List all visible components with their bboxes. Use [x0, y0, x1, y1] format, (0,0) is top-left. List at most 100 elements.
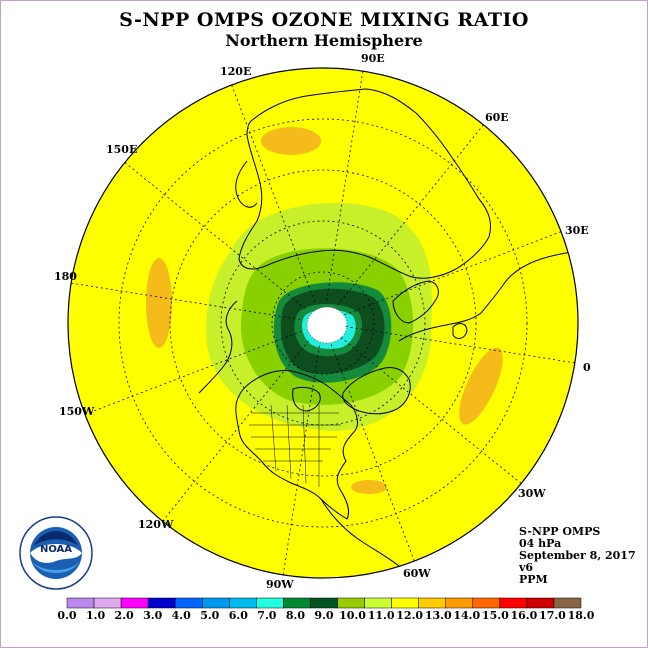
meridian-line [71, 282, 301, 320]
color-scale-label: 8.0 [285, 609, 306, 622]
color-scale-label: 3.0 [143, 609, 163, 622]
color-scale-label: 7.0 [257, 609, 277, 622]
color-scale-label: 4.0 [171, 609, 191, 622]
polar-gap-outline [306, 306, 348, 344]
color-scale-swatch [445, 597, 474, 609]
meridian-line [124, 162, 306, 309]
color-scale-label: 11.0 [367, 609, 395, 622]
color-scale-label: 9.0 [314, 609, 334, 622]
color-scale-label: 13.0 [424, 609, 452, 622]
meridian-line [340, 337, 522, 484]
lon-label: 60E [485, 111, 509, 124]
lon-label: 180 [54, 270, 77, 283]
field-orange-patch [459, 347, 503, 425]
ozone-field [68, 68, 578, 578]
color-scale-label: 18.0 [567, 609, 595, 622]
noaa-logo-text: NOAA [40, 544, 72, 555]
meridian-line [84, 330, 302, 415]
instrument-name: S-NPP OMPS [519, 525, 601, 538]
meridian-line [344, 231, 562, 316]
noaa-logo: NOAA [19, 516, 93, 590]
color-scale-swatch [472, 597, 501, 609]
latitude-circle [118, 118, 528, 528]
meridian-line [337, 124, 484, 306]
meridian-line [282, 345, 320, 575]
field-orange-patch [261, 127, 321, 155]
latitude-circle [169, 169, 477, 477]
product-date: September 8, 2017 [519, 549, 636, 562]
lon-label: 150W [59, 405, 95, 418]
color-scale-label: 5.0 [200, 609, 220, 622]
color-scale-swatch [283, 597, 311, 609]
color-scale-label: 2.0 [114, 609, 134, 622]
coastline-asia [238, 88, 492, 279]
color-scale-swatch [391, 597, 419, 609]
meridian-line [326, 71, 364, 301]
product-info: S-NPP OMPS 04 hPa September 8, 2017 v6 P… [519, 526, 636, 586]
coastline-europe [398, 250, 578, 342]
color-scale-label: 0.0 [57, 609, 77, 622]
lon-label: 0 [583, 361, 591, 374]
units-label: PPM [519, 573, 548, 586]
field-orange-patch [351, 480, 387, 494]
color-scale-swatch [364, 597, 392, 609]
lon-label: 90W [266, 578, 294, 591]
product-version: v6 [519, 561, 534, 574]
lon-label: 120E [220, 65, 251, 78]
color-scale-label: 15.0 [481, 609, 509, 622]
map-subtitle: Northern Hemisphere [225, 31, 423, 50]
color-scale-label: 17.0 [539, 609, 566, 622]
us-state-boundaries [249, 404, 341, 487]
pressure-level: 04 hPa [519, 537, 562, 550]
color-scale-swatch [147, 597, 176, 609]
color-scale-swatch [66, 597, 95, 609]
color-scale-bar [66, 597, 582, 609]
latitude-circle [271, 271, 375, 375]
lon-label: 30E [565, 224, 589, 237]
lon-label: 30W [518, 487, 546, 500]
coastline-alaska [198, 300, 238, 394]
coastline-britain [452, 323, 468, 339]
color-scale-label: 1.0 [85, 609, 106, 622]
longitude-labels: 90E 60E 30E 0 30W 60W 90W 120W 150W 180 … [54, 52, 591, 591]
coastline-hudson-bay [292, 386, 321, 412]
latitude-circle [220, 220, 426, 426]
color-scale-swatch [202, 597, 230, 609]
lon-label: 60W [403, 567, 431, 580]
color-scale-label: 10.0 [339, 609, 366, 622]
map-title: S-NPP OMPS OZONE MIXING RATIO [119, 9, 529, 31]
meridian-line [162, 340, 309, 522]
disc-border [67, 67, 579, 579]
meridian-line [345, 326, 575, 364]
color-scale-label: 12.0 [396, 609, 424, 622]
graticule [71, 71, 575, 575]
color-scale-label: 14.0 [453, 609, 481, 622]
lon-label: 120W [138, 518, 174, 531]
color-scale-swatch [553, 597, 582, 609]
coastline-greenland [342, 366, 411, 415]
color-scale-swatch [174, 597, 203, 609]
meridian-line [330, 344, 415, 562]
color-scale-label: 6.0 [228, 609, 248, 622]
field-orange-patch [146, 258, 172, 348]
color-scale-swatch [229, 597, 257, 609]
meridian-line [231, 84, 316, 302]
coastline-scandinavia [392, 280, 439, 324]
color-scale-label: 16.0 [510, 609, 538, 622]
lon-label: 150E [106, 143, 137, 156]
coastline-kamchatka [235, 160, 258, 208]
coastline-north-america [235, 370, 358, 520]
color-scale-swatch [337, 597, 365, 609]
color-scale-swatch [120, 597, 149, 609]
color-scale-swatch [526, 597, 555, 609]
coastlines [198, 88, 578, 578]
color-scale-swatch [310, 597, 338, 609]
lon-label: 90E [361, 52, 385, 65]
polar-night-gap [307, 307, 347, 343]
color-scale-swatch [93, 597, 122, 609]
color-scale-swatch [499, 597, 528, 609]
color-scale-swatch [256, 597, 284, 609]
color-scale-swatch [418, 597, 446, 609]
